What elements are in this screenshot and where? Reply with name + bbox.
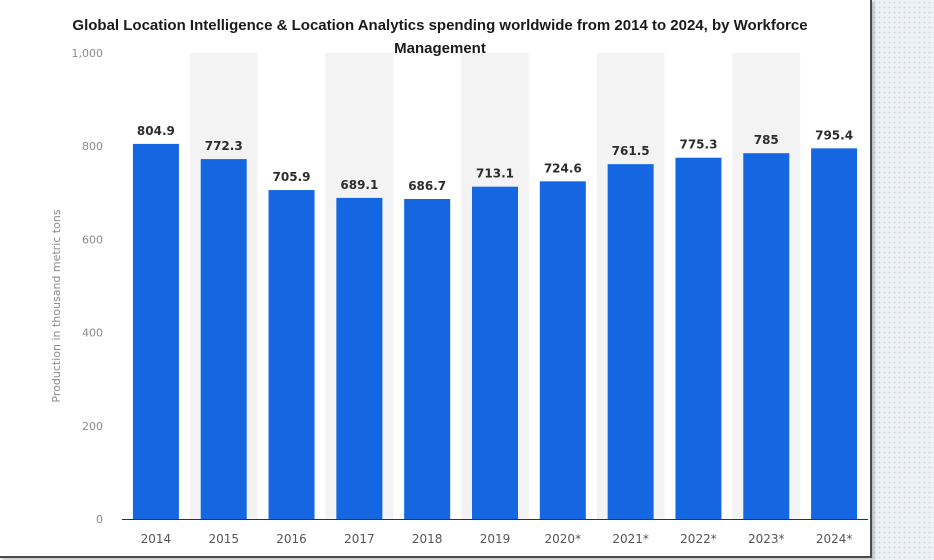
bar <box>675 157 722 519</box>
x-tick-label: 2014 <box>141 532 172 546</box>
x-tick-label: 2021* <box>612 532 649 546</box>
x-tick-label: 2018 <box>412 532 443 546</box>
y-axis-ticks: 0 200 400 600 800 1,000 <box>72 47 104 526</box>
data-label: 785 <box>754 133 779 147</box>
bar <box>336 197 383 519</box>
x-axis-ticks: 2014 2015 2016 2017 2018 2019 2020* 2021* 2022* 2… <box>141 532 853 546</box>
x-tick-label: 2015 <box>208 532 239 546</box>
x-tick-label: 2023* <box>748 532 785 546</box>
bar <box>132 143 179 519</box>
bar <box>472 186 518 519</box>
bar <box>200 159 247 519</box>
bar-chart: 0 200 400 600 800 1,000 804.9 772.3 705.9 689.1 6… <box>50 47 868 546</box>
data-label: 761.5 <box>612 144 650 158</box>
bar <box>811 148 858 519</box>
y-tick-label: 600 <box>82 233 103 246</box>
background-pattern <box>872 0 934 560</box>
chart-title: Global Location Intelligence & Location … <box>72 17 808 57</box>
bar <box>743 153 790 519</box>
bar <box>404 198 451 519</box>
data-label: 705.9 <box>273 170 311 184</box>
y-axis-label: Production in thousand metric tons <box>50 209 63 402</box>
data-label: 686.7 <box>408 179 446 193</box>
data-label: 689.1 <box>340 178 378 192</box>
x-tick-label: 2017 <box>344 532 375 546</box>
bar <box>539 181 586 519</box>
data-label: 713.1 <box>476 167 514 181</box>
x-tick-label: 2019 <box>480 532 511 546</box>
bar <box>607 164 654 520</box>
data-label: 804.9 <box>137 124 175 138</box>
data-label: 772.3 <box>205 139 243 153</box>
x-tick-label: 2016 <box>276 532 307 546</box>
x-tick-label: 2022* <box>680 532 717 546</box>
bars <box>132 143 858 520</box>
y-tick-label: 200 <box>82 420 103 433</box>
bar <box>268 190 315 519</box>
data-labels: 804.9 772.3 705.9 689.1 686.7 713.1 724.6 761.5… <box>137 124 853 193</box>
data-label: 795.4 <box>815 128 853 142</box>
y-tick-label: 0 <box>96 513 103 526</box>
x-tick-label: 2020* <box>545 532 582 546</box>
y-tick-label: 800 <box>82 140 103 153</box>
y-tick-label: 400 <box>82 327 103 340</box>
x-tick-label: 2024* <box>816 532 853 546</box>
data-label: 775.3 <box>679 138 717 152</box>
y-tick-label: 1,000 <box>72 47 104 60</box>
data-label: 724.6 <box>544 161 582 175</box>
